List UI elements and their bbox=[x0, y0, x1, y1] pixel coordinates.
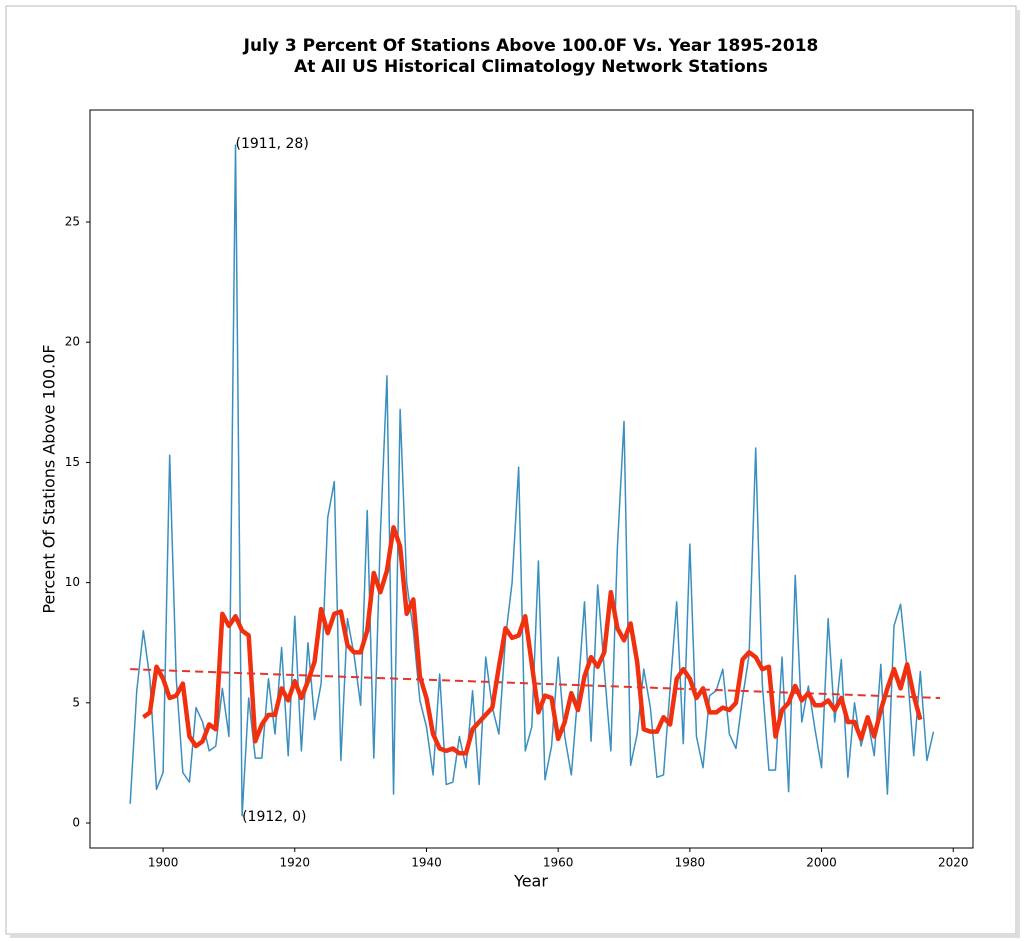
x-tick-label: 2000 bbox=[806, 856, 837, 870]
y-tick-label: 5 bbox=[72, 695, 80, 709]
x-tick-label: 1940 bbox=[411, 856, 442, 870]
y-tick-label: 20 bbox=[65, 335, 80, 349]
frame bbox=[5, 5, 1017, 935]
x-tick-label: 2020 bbox=[938, 856, 969, 870]
chart-title: July 3 Percent Of Stations Above 100.0F … bbox=[243, 36, 819, 56]
series-line bbox=[142, 525, 923, 756]
frame-shadow bbox=[10, 934, 1020, 938]
plot-frame bbox=[89, 109, 974, 849]
plot-area: 1900 1920 1940 1960 1980 2000 2020 0 5 10 15 20 25 (1… bbox=[65, 136, 969, 870]
series-line bbox=[129, 144, 935, 817]
x-axis-label: Year bbox=[513, 872, 548, 891]
chart-title: At All US Historical Climatology Network… bbox=[294, 57, 768, 77]
x-tick-label: 1980 bbox=[675, 856, 706, 870]
frame-shadow bbox=[1016, 10, 1020, 938]
y-tick-label: 10 bbox=[65, 575, 80, 589]
x-tick-label: 1960 bbox=[543, 856, 574, 870]
y-tick-label: 0 bbox=[72, 815, 80, 829]
series-line bbox=[130, 668, 941, 699]
annotation: (1911, 28) bbox=[236, 136, 309, 152]
annotation: (1912, 0) bbox=[242, 809, 306, 825]
x-tick-label: 1920 bbox=[280, 856, 311, 870]
x-tick-label: 1900 bbox=[148, 856, 179, 870]
y-axis-label: Percent Of Stations Above 100.0F bbox=[40, 344, 59, 613]
y-tick-label: 15 bbox=[65, 455, 80, 469]
y-tick-label: 25 bbox=[65, 215, 80, 229]
